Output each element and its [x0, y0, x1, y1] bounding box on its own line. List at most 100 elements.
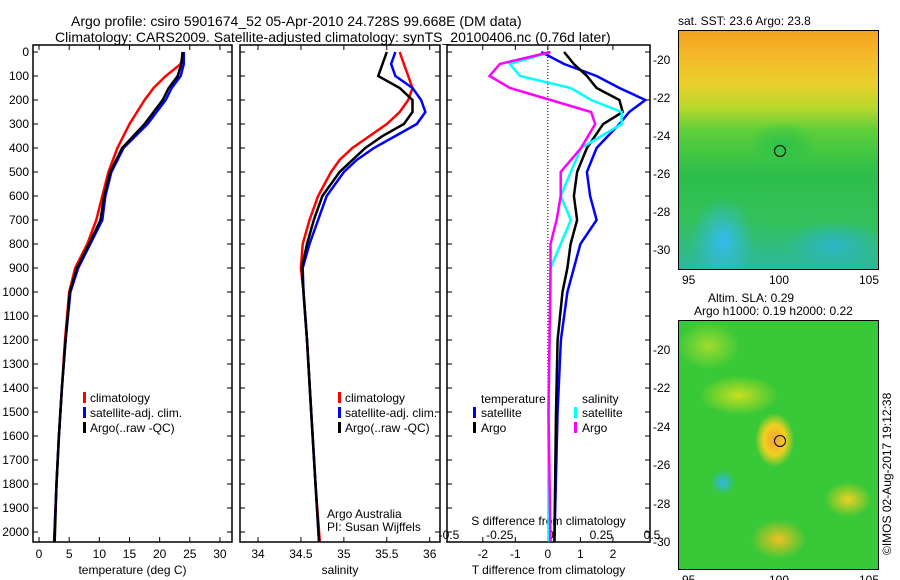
- legend-marker: [473, 422, 476, 433]
- y-tick-label: 1900: [2, 501, 29, 515]
- title-line-2: Climatology: CARS2009. Satellite-adjuste…: [55, 29, 611, 45]
- sla-map-title-1: Altim. SLA: 0.29: [708, 291, 795, 305]
- x-tick-label: 35: [337, 547, 351, 561]
- annotation-text: PI: Susan Wijffels: [327, 520, 421, 534]
- y-tick-label: 200: [9, 93, 29, 107]
- y-tick-label: 1000: [2, 285, 29, 299]
- map-lon-label: 95: [682, 573, 696, 580]
- map-lon-label: 100: [769, 273, 790, 287]
- x-axis-label: T difference from climatology: [472, 563, 626, 577]
- x-tick-label: 2: [610, 547, 617, 561]
- legend-marker: [574, 407, 577, 418]
- legend-label: satellite-adj. clim.: [90, 406, 182, 420]
- legend-label: climatology: [345, 391, 405, 405]
- series-climatology: [299, 51, 414, 542]
- x-tick-label: 35.5: [375, 547, 399, 561]
- x-tick-label: 36: [423, 547, 437, 561]
- y-tick-label: 1700: [2, 453, 29, 467]
- y-tick-label: 0: [22, 45, 29, 59]
- map-lat-label: -26: [653, 458, 671, 473]
- legend-title-salinity: salinity: [582, 392, 619, 406]
- x-tick-label: 0: [545, 547, 552, 561]
- argo-location-marker: [774, 145, 786, 157]
- legend-label: satellite: [582, 406, 623, 420]
- x2-tick-label: -0.5: [439, 528, 460, 542]
- legend-marker: [83, 407, 86, 418]
- legend-marker: [83, 392, 86, 403]
- title-line-1: Argo profile: csiro 5901674_52 05-Apr-20…: [71, 13, 522, 29]
- legend-title-temperature: temperature: [481, 392, 546, 406]
- legend-label: satellite-adj. clim.: [345, 406, 437, 420]
- y-tick-label: 700: [9, 213, 29, 227]
- y-tick-label: 900: [9, 261, 29, 275]
- x-tick-label: -1: [510, 547, 521, 561]
- x-tick-label: 10: [93, 547, 107, 561]
- y-tick-label: 400: [9, 141, 29, 155]
- series-t-satellite: [540, 50, 648, 542]
- x-axis-label: salinity: [322, 563, 359, 577]
- x-tick-label: 30: [213, 547, 227, 561]
- legend-label: satellite: [481, 406, 522, 420]
- y-tick-label: 1500: [2, 405, 29, 419]
- legend-label: Argo(..raw -QC): [90, 421, 175, 435]
- map-lon-label: 95: [682, 273, 696, 287]
- x-tick-label: 0: [36, 547, 43, 561]
- legend-marker: [338, 422, 341, 433]
- map-lat-label: -20: [653, 343, 671, 357]
- y-tick-label: 1400: [2, 381, 29, 395]
- imos-footer: ©IMOS 02-Aug-2017 19:12:38: [880, 392, 894, 555]
- argo-location-marker: [774, 435, 786, 447]
- legend-label: Argo(..raw -QC): [345, 421, 430, 435]
- annotation-text: Argo Australia: [327, 507, 402, 521]
- sla-map: [678, 320, 879, 570]
- plot-frame-1: [239, 44, 441, 543]
- legend-label: climatology: [90, 391, 150, 405]
- y-tick-label: 1300: [2, 357, 29, 371]
- x2-tick-label: 0.5: [644, 528, 661, 542]
- x2-tick-label: -0.25: [486, 528, 514, 542]
- y-tick-label: 600: [9, 189, 29, 203]
- map-lat-label: -28: [653, 496, 671, 511]
- y-tick-label: 500: [9, 165, 29, 179]
- y-tick-label: 1800: [2, 477, 29, 491]
- series-argo-raw-qc-: [53, 51, 184, 542]
- map-lat-label: -30: [653, 535, 671, 549]
- y-tick-label: 1100: [3, 309, 29, 323]
- map-lat-label: -22: [653, 91, 671, 105]
- y-tick-label: 300: [9, 117, 29, 131]
- sla-map-title-2: Argo h1000: 0.19 h2000: 0.22: [694, 304, 853, 318]
- map-lat-label: -28: [653, 205, 671, 219]
- x-tick-label: 1: [577, 547, 584, 561]
- map-lat-label: -24: [653, 419, 671, 434]
- legend-marker: [574, 422, 577, 433]
- plot-frame-0: [32, 44, 233, 543]
- map-lat-label: -26: [653, 167, 671, 181]
- series-s-argo: [487, 50, 597, 542]
- x-tick-label: 20: [153, 547, 167, 561]
- series-t-argo: [553, 51, 625, 542]
- series-satellite-adj-clim-: [52, 52, 186, 542]
- sst-map-title: sat. SST: 23.6 Argo: 23.8: [678, 14, 811, 28]
- series-climatology: [52, 51, 186, 542]
- x-tick-label: 25: [183, 547, 197, 561]
- plot-frame-2: [446, 44, 651, 543]
- x-axis-label: temperature (deg C): [78, 563, 186, 577]
- y-tick-label: 1200: [2, 333, 29, 347]
- x-tick-label: 34: [251, 547, 265, 561]
- x-tick-label: 15: [123, 547, 137, 561]
- x-tick-label: 5: [66, 547, 73, 561]
- sst-map: [678, 30, 879, 270]
- legend-marker: [338, 392, 341, 403]
- series-satellite-adj-clim-: [301, 51, 427, 542]
- map-lat-label: -20: [653, 53, 671, 67]
- legend-label: Argo: [481, 421, 507, 435]
- x2-tick-label: 0.25: [590, 528, 614, 542]
- map-lon-label: 100: [769, 573, 790, 580]
- y-tick-label: 800: [9, 237, 29, 251]
- legend-marker: [473, 407, 476, 418]
- map-lon-label: 105: [859, 273, 880, 287]
- y-tick-label: 1600: [2, 429, 29, 443]
- x-tick-label: 34.5: [289, 547, 313, 561]
